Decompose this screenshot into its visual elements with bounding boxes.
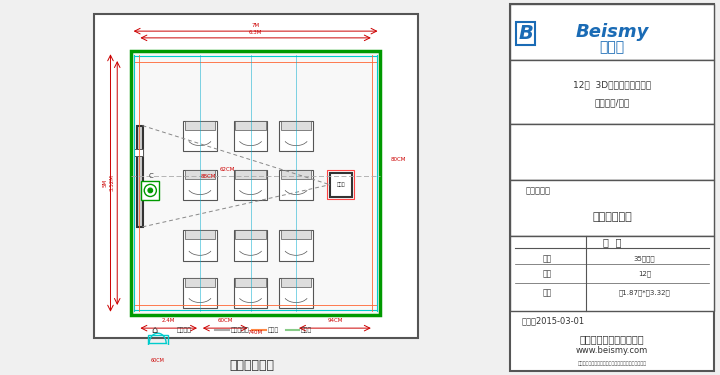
Text: 2.4M: 2.4M — [162, 318, 176, 323]
Bar — [185, 170, 215, 178]
Text: 7M: 7M — [251, 23, 260, 28]
Bar — [183, 170, 217, 200]
Text: 音频线: 音频线 — [267, 327, 279, 333]
Bar — [235, 230, 266, 239]
Bar — [281, 120, 311, 130]
Text: 建设设计/安装: 建设设计/安装 — [595, 99, 629, 108]
Text: 参  数: 参 数 — [603, 237, 621, 247]
Bar — [510, 124, 714, 180]
Bar — [510, 4, 714, 60]
Text: 740M: 740M — [248, 330, 264, 335]
Text: 注：图纸仅供参考，具体尺寸请以实测场地尺寸为准！: 注：图纸仅供参考，具体尺寸请以实测场地尺寸为准！ — [577, 361, 647, 366]
Circle shape — [148, 188, 153, 193]
Bar — [281, 278, 311, 286]
Bar — [183, 278, 217, 308]
Bar — [279, 121, 313, 151]
Text: 图纸名称：: 图纸名称： — [526, 187, 551, 196]
Text: B: B — [518, 24, 533, 43]
Bar — [510, 180, 714, 236]
Bar — [235, 120, 266, 130]
Text: C: C — [148, 173, 153, 179]
Text: 放映机: 放映机 — [336, 182, 345, 187]
Bar — [138, 126, 143, 227]
Text: 6.3M: 6.3M — [249, 30, 262, 35]
Bar — [185, 120, 215, 130]
Bar — [134, 149, 143, 156]
Bar — [281, 230, 311, 239]
Bar — [234, 121, 267, 151]
Bar — [279, 278, 313, 308]
Bar — [234, 230, 267, 261]
Bar — [279, 170, 313, 200]
Bar — [185, 278, 215, 286]
Text: 12位  3D数字智能豪华影院: 12位 3D数字智能豪华影院 — [573, 80, 651, 89]
Text: 电源插座: 电源插座 — [176, 327, 192, 333]
Text: 北京贝视曼科技有限公司: 北京贝视曼科技有限公司 — [580, 334, 644, 344]
Bar — [279, 230, 313, 261]
Text: 音响线: 音响线 — [301, 327, 312, 333]
Bar — [183, 230, 217, 261]
Text: 60CM: 60CM — [150, 358, 165, 363]
Text: 面积: 面积 — [543, 254, 552, 263]
Bar — [327, 170, 354, 199]
Bar — [235, 170, 266, 178]
Text: 35平方米: 35平方米 — [634, 255, 655, 262]
Bar — [330, 173, 352, 196]
Text: 60CM: 60CM — [217, 318, 233, 323]
Text: 高1.87米*宽3.32米: 高1.87米*宽3.32米 — [618, 289, 670, 296]
Text: 5M: 5M — [102, 179, 107, 187]
Bar — [234, 170, 267, 200]
Text: 62CM: 62CM — [219, 167, 235, 172]
Bar — [510, 60, 714, 124]
Bar — [234, 278, 267, 308]
Text: 日期：2015-03-01: 日期：2015-03-01 — [521, 316, 585, 325]
Bar — [183, 121, 217, 151]
Text: 88CM: 88CM — [201, 174, 216, 179]
Text: Beismy: Beismy — [575, 23, 649, 41]
Bar — [510, 236, 714, 311]
Text: www.beismy.com: www.beismy.com — [576, 346, 648, 355]
Bar — [281, 170, 311, 178]
Bar — [185, 230, 215, 239]
Bar — [131, 51, 380, 315]
Text: 贝视曼: 贝视曼 — [600, 40, 624, 54]
Text: 座位: 座位 — [543, 269, 552, 278]
Text: 平面、布线图: 平面、布线图 — [230, 359, 274, 372]
Circle shape — [144, 184, 156, 196]
Text: 平面、布线图: 平面、布线图 — [592, 213, 632, 222]
Bar — [235, 278, 266, 286]
Text: 3.52M: 3.52M — [109, 175, 114, 191]
Text: 电源连接线: 电源连接线 — [230, 327, 249, 333]
Text: 94CM: 94CM — [327, 318, 343, 323]
Text: ⌂: ⌂ — [151, 325, 158, 335]
Bar — [148, 335, 168, 355]
Text: 12位: 12位 — [638, 270, 651, 277]
Text: 80CM: 80CM — [390, 157, 406, 162]
Bar — [141, 182, 159, 200]
Text: 极幕: 极幕 — [543, 288, 552, 297]
